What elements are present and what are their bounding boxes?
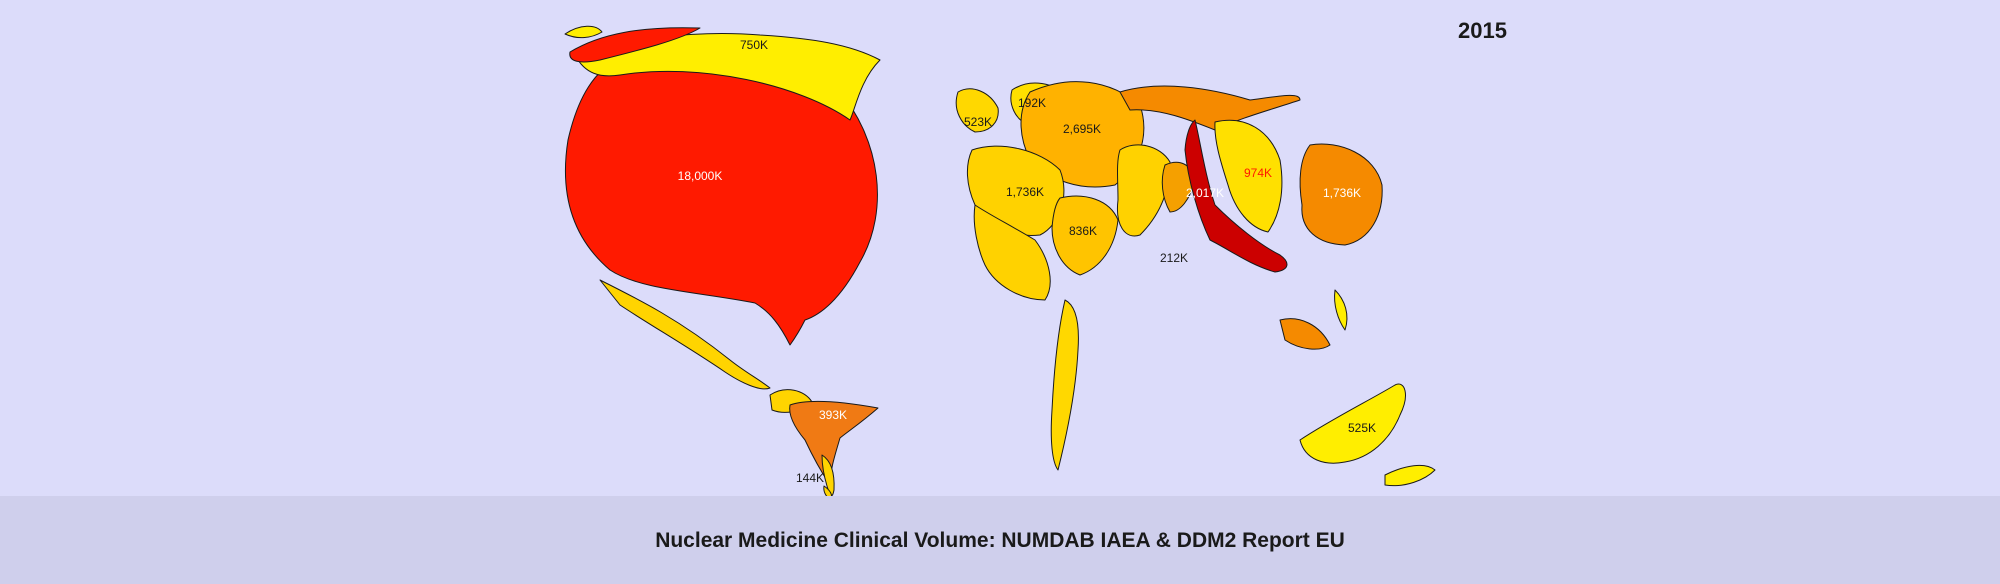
map-caption: Nuclear Medicine Clinical Volume: NUMDAB… [655,529,1345,552]
region-japan [1299,143,1383,246]
region-india [1184,119,1288,273]
region-value-label: 212K [1160,251,1188,265]
region-philippines [1334,289,1348,331]
region-france [967,145,1065,236]
region-australia [1299,383,1406,464]
region-labels: 18,000K 750K 393K 144K 523K 192K 2,695K 1,736K 8… [678,38,1376,485]
region-alaska [569,27,701,63]
region-value-label: 144K [796,471,824,485]
region-new-zealand [1384,464,1436,487]
region-uk [955,88,999,133]
year-label: 2015 [1458,18,1507,43]
region-central-america [599,279,771,390]
region-value-label: 525K [1348,421,1376,435]
region-italy [1051,195,1119,276]
region-value-label: 192K [1018,96,1046,110]
region-value-label: 974K [1244,166,1272,180]
region-value-label: 523K [964,115,992,129]
region-brazil [789,400,879,486]
region-spain [973,204,1051,301]
region-value-label: 1,736K [1006,185,1044,199]
region-value-label: 18,000K [678,169,723,183]
region-value-label: 750K [740,38,768,52]
footer-band [0,496,2000,584]
region-russia [1119,85,1301,131]
region-value-label: 393K [819,408,847,422]
region-eastern-europe [1116,144,1171,237]
region-value-label: 836K [1069,224,1097,238]
region-value-label: 1,736K [1323,186,1361,200]
region-se-asia [1279,318,1331,350]
region-canada [574,33,881,121]
region-value-label: 2,017K [1186,186,1224,200]
region-greenland [564,25,603,39]
region-china [1214,119,1283,233]
region-africa [1050,299,1079,471]
region-middle-east [1161,161,1196,213]
region-value-label: 2,695K [1063,122,1101,136]
